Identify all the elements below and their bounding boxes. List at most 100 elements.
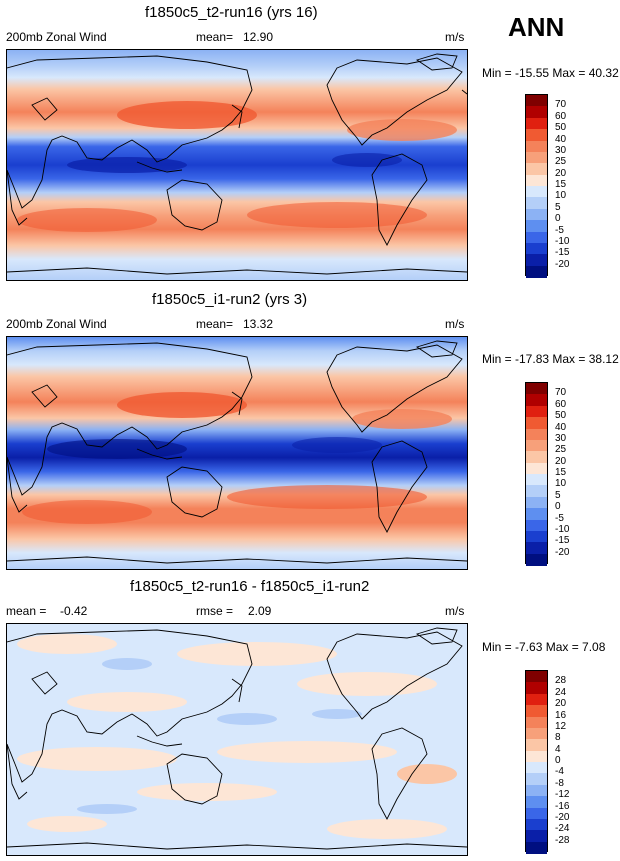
colorbar-swatch (526, 818, 547, 831)
panel-1-units: m/s (445, 30, 465, 44)
colorbar-tick-label: 40 (555, 421, 567, 433)
colorbar-swatch (526, 485, 547, 498)
colorbar-swatch (526, 496, 547, 509)
colorbar-tick-label: -28 (555, 834, 570, 846)
colorbar-tick-label: -16 (555, 800, 570, 812)
colorbar-tick-label: 5 (555, 201, 561, 213)
panel-3-coastlines (7, 627, 467, 850)
colorbar-tick-label: -15 (555, 247, 570, 259)
panel-3-minmax: Min = -7.63 Max = 7.08 (482, 640, 606, 654)
colorbar-swatch (526, 95, 547, 107)
colorbar-tick-label: 10 (555, 478, 567, 490)
colorbar-swatch (526, 671, 547, 683)
panel-3-rmse-label: rmse = (196, 604, 234, 618)
colorbar-tick-label: 8 (555, 732, 561, 744)
colorbar-tick-label: 70 (555, 99, 567, 111)
panel-3-mean-label: mean = (6, 604, 47, 618)
colorbar-tick-label: 4 (555, 743, 561, 755)
colorbar-tick-label: -10 (555, 235, 570, 247)
colorbar-swatch (526, 682, 547, 695)
panel-2-map (6, 336, 468, 570)
colorbar-tick-label: 0 (555, 501, 561, 513)
colorbar-tick-label: -8 (555, 777, 564, 789)
colorbar-tick-label: 25 (555, 444, 567, 456)
panel-2-mean-value: 13.32 (243, 317, 274, 331)
season-label: ANN (508, 12, 565, 42)
colorbar-tick-label: -20 (555, 258, 570, 270)
colorbar-swatch (526, 417, 547, 429)
colorbar-swatch (526, 739, 547, 752)
colorbar-tick-label: -20 (555, 546, 570, 558)
colorbar-tick-label: -24 (555, 823, 570, 835)
colorbar-tick-label: 25 (555, 156, 567, 168)
panel-3-colorbar (525, 670, 548, 854)
colorbar-tick-label: 60 (555, 398, 567, 410)
panel-2-units: m/s (445, 317, 465, 331)
colorbar-swatch (526, 242, 547, 255)
colorbar-tick-label: 20 (555, 167, 567, 179)
panel-2-variable-label: 200mb Zonal Wind (6, 317, 107, 331)
panel-2-title: f1850c5_i1-run2 (yrs 3) (152, 291, 308, 308)
colorbar-tick-label: 12 (555, 720, 567, 732)
colorbar-swatch (526, 129, 547, 141)
panel-1-variable-label: 200mb Zonal Wind (6, 30, 107, 44)
colorbar-tick-label: -5 (555, 512, 564, 524)
colorbar-tick-label: 70 (555, 387, 567, 399)
colorbar-swatch (526, 186, 547, 198)
colorbar-swatch (526, 542, 547, 555)
colorbar-tick-label: 0 (555, 213, 561, 225)
colorbar-tick-label: 10 (555, 190, 567, 202)
colorbar-swatch (526, 519, 547, 532)
colorbar-swatch (526, 140, 547, 153)
colorbar-tick-label: 16 (555, 709, 567, 721)
colorbar-tick-label: 15 (555, 467, 567, 478)
panel-1-minmax: Min = -15.55 Max = 40.32 (482, 66, 619, 80)
panel-1-colorbar (525, 94, 548, 278)
colorbar-tick-label: 40 (555, 133, 567, 145)
panel-2-coastlines (7, 340, 467, 564)
colorbar-swatch (526, 265, 547, 278)
panel-1-coastlines (7, 53, 467, 275)
colorbar-tick-label: 50 (555, 410, 567, 422)
colorbar-swatch (526, 693, 547, 706)
colorbar-tick-label: 20 (555, 455, 567, 467)
panel-3-rmse-value: 2.09 (248, 604, 272, 618)
colorbar-swatch (526, 773, 547, 786)
panel-1-map (6, 49, 468, 281)
colorbar-swatch (526, 394, 547, 407)
colorbar-swatch (526, 474, 547, 486)
panel-3-units: m/s (445, 604, 465, 618)
colorbar-swatch (526, 530, 547, 543)
colorbar-swatch (526, 163, 547, 176)
colorbar-tick-label: 0 (555, 755, 561, 766)
colorbar-swatch (526, 807, 547, 820)
colorbar-tick-label: -15 (555, 535, 570, 547)
colorbar-swatch (526, 553, 547, 566)
colorbar-swatch (526, 117, 547, 130)
colorbar-tick-label: -20 (555, 811, 570, 823)
colorbar-tick-label: -12 (555, 789, 570, 801)
panel-2-mean-label: mean= (196, 317, 234, 331)
colorbar-swatch (526, 727, 547, 740)
colorbar-swatch (526, 462, 547, 475)
colorbar-swatch (526, 784, 547, 797)
colorbar-swatch (526, 197, 547, 210)
colorbar-swatch (526, 220, 547, 232)
colorbar-swatch (526, 383, 547, 395)
panel-1-contour-field (7, 50, 467, 280)
colorbar-swatch (526, 106, 547, 119)
colorbar-tick-label: 30 (555, 144, 567, 156)
colorbar-tick-label: 24 (555, 686, 567, 698)
panel-2-colorbar (525, 382, 548, 566)
colorbar-swatch (526, 439, 547, 452)
colorbar-tick-label: 20 (555, 698, 567, 710)
colorbar-tick-label: 30 (555, 432, 567, 444)
colorbar-tick-label: -4 (555, 766, 564, 778)
colorbar-swatch (526, 151, 547, 164)
panel-3-map (6, 623, 468, 856)
colorbar-tick-label: -10 (555, 523, 570, 535)
colorbar-swatch (526, 705, 547, 717)
panel-2-minmax: Min = -17.83 Max = 38.12 (482, 352, 619, 366)
colorbar-swatch (526, 830, 547, 843)
colorbar-swatch (526, 841, 547, 854)
